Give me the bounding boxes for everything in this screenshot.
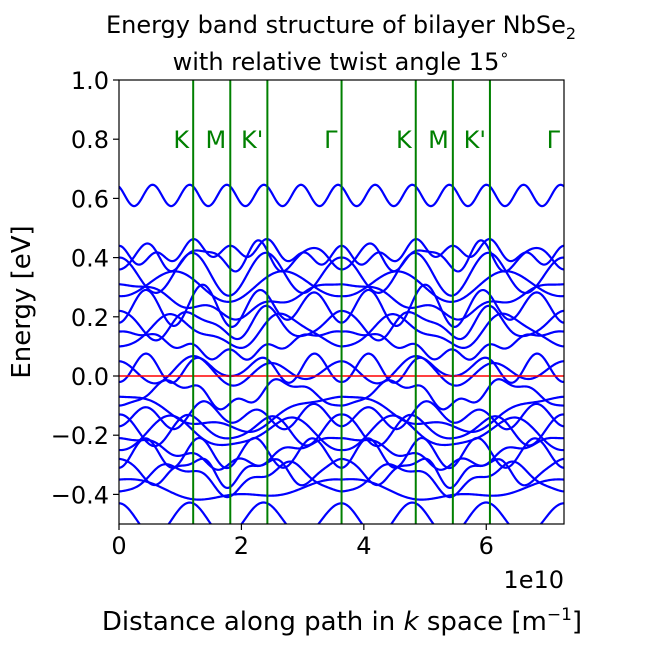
x-tick-label: 2: [234, 532, 249, 560]
high-symmetry-label: K': [241, 126, 263, 154]
y-tick-label: 0.4: [71, 245, 109, 273]
high-symmetry-label: K: [396, 126, 413, 154]
title-main: Energy band structure of bilayer NbSe: [106, 11, 566, 39]
y-tick-label: 0.0: [71, 363, 109, 391]
x-axis-label: Distance along path in k space [m−1]: [102, 605, 582, 637]
plot-frame: [118, 79, 565, 525]
high-symmetry-label: M: [206, 126, 227, 154]
xlabel-prefix: Distance along path in: [102, 607, 404, 637]
high-symmetry-label: K: [173, 126, 190, 154]
x-tick-label: 4: [356, 532, 371, 560]
chart-title-line1: Energy band structure of bilayer NbSe2: [106, 11, 576, 43]
title-line2-text: with relative twist angle 15: [173, 48, 500, 76]
xlabel-mid: space [m: [419, 607, 547, 637]
x-tick-label: 6: [479, 532, 494, 560]
high-symmetry-label: Γ: [324, 126, 338, 154]
y-axis-label: Energy [eV]: [7, 225, 37, 378]
x-offset-label: 1e10: [503, 566, 564, 594]
title-degree: ∘: [499, 45, 509, 64]
y-tick-label: 0.6: [71, 185, 109, 213]
xlabel-k: k: [404, 607, 420, 637]
y-tick-label: −0.4: [51, 481, 109, 509]
high-symmetry-label: K': [464, 126, 486, 154]
x-tick-label: 0: [111, 532, 126, 560]
xlabel-suffix: ]: [572, 607, 582, 637]
chart-title-line2: with relative twist angle 15∘: [173, 45, 510, 76]
title-subscript: 2: [566, 24, 576, 43]
high-symmetry-label: M: [428, 126, 449, 154]
y-tick-label: −0.2: [51, 422, 109, 450]
y-tick-label: 1.0: [71, 67, 109, 95]
xlabel-sup: −1: [547, 605, 572, 625]
y-tick-label: 0.8: [71, 126, 109, 154]
y-tick-label: 0.2: [71, 304, 109, 332]
high-symmetry-label: Γ: [547, 126, 561, 154]
